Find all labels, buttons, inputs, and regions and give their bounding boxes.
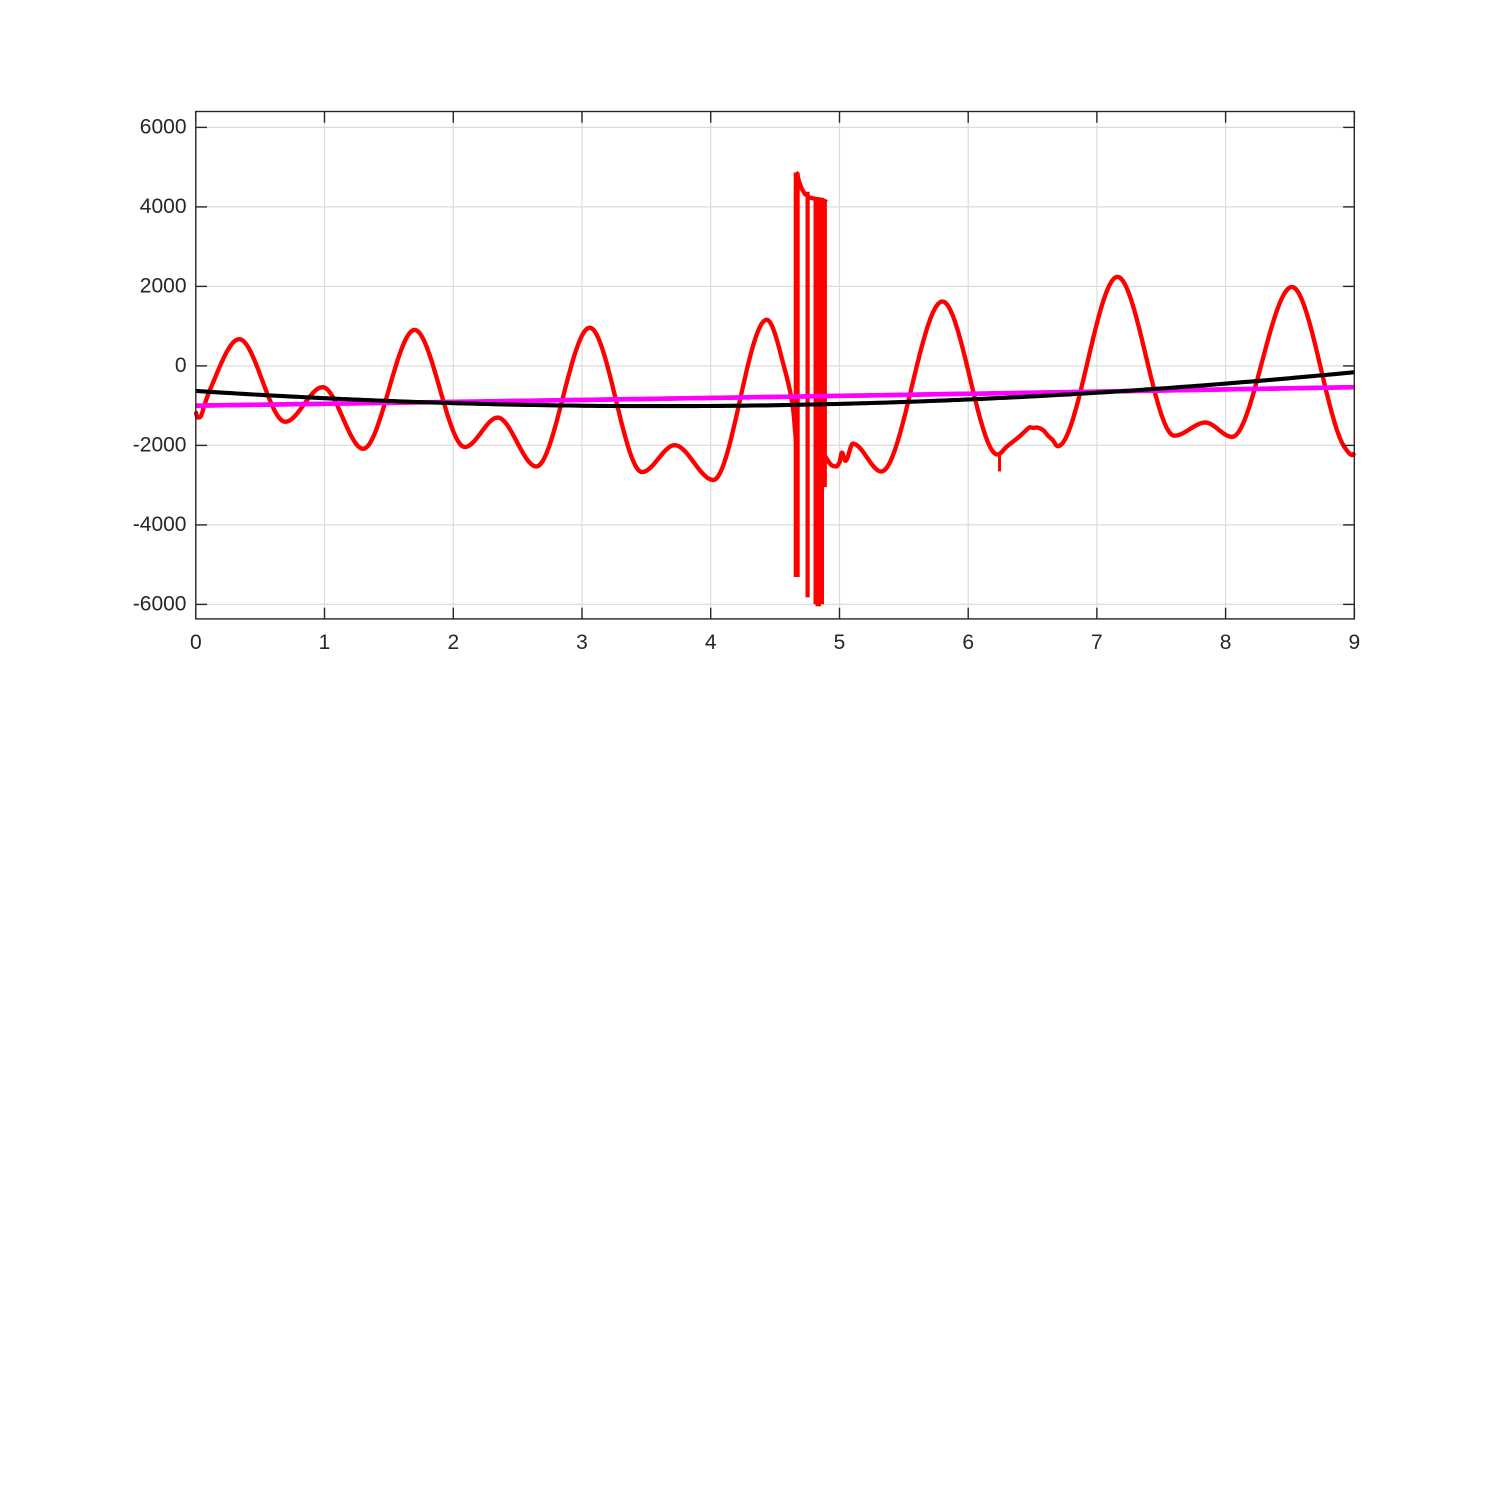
svg-text:6: 6 [962, 631, 974, 654]
svg-text:1: 1 [319, 631, 331, 654]
svg-text:0: 0 [190, 631, 202, 654]
svg-text:-6000: -6000 [133, 593, 187, 616]
svg-text:5: 5 [834, 631, 846, 654]
svg-text:8: 8 [1220, 631, 1232, 654]
svg-text:2: 2 [447, 631, 459, 654]
svg-text:6000: 6000 [140, 116, 187, 139]
svg-text:4: 4 [705, 631, 717, 654]
svg-text:-4000: -4000 [133, 513, 187, 536]
svg-text:4000: 4000 [140, 195, 187, 218]
svg-text:3: 3 [576, 631, 588, 654]
svg-text:-2000: -2000 [133, 434, 187, 457]
svg-text:0: 0 [175, 354, 187, 377]
svg-text:2000: 2000 [140, 275, 187, 298]
svg-text:9: 9 [1349, 631, 1361, 654]
svg-text:7: 7 [1091, 631, 1103, 654]
